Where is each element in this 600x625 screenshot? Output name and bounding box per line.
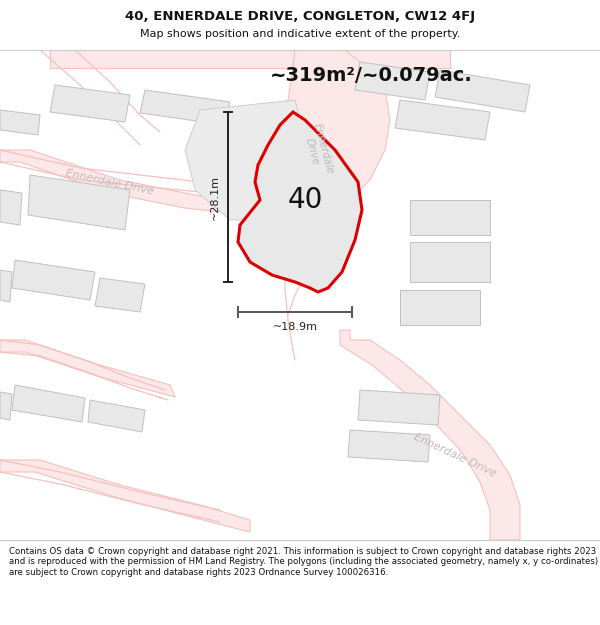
Text: ~319m²/~0.079ac.: ~319m²/~0.079ac. xyxy=(270,66,473,85)
Polygon shape xyxy=(355,62,430,100)
Polygon shape xyxy=(0,110,40,135)
Polygon shape xyxy=(88,400,145,432)
Polygon shape xyxy=(0,340,175,397)
Polygon shape xyxy=(12,385,85,422)
Polygon shape xyxy=(0,460,250,532)
Polygon shape xyxy=(50,50,450,68)
Text: Ennerdale
Drive: Ennerdale Drive xyxy=(301,122,335,178)
Polygon shape xyxy=(285,50,390,212)
Text: Contains OS data © Crown copyright and database right 2021. This information is : Contains OS data © Crown copyright and d… xyxy=(9,547,598,577)
Text: Ennerdale Drive: Ennerdale Drive xyxy=(65,168,155,196)
Polygon shape xyxy=(348,430,430,462)
Polygon shape xyxy=(140,90,230,125)
Polygon shape xyxy=(435,70,530,112)
Polygon shape xyxy=(358,390,440,425)
Polygon shape xyxy=(410,242,490,282)
Polygon shape xyxy=(0,190,22,225)
Text: Map shows position and indicative extent of the property.: Map shows position and indicative extent… xyxy=(140,29,460,39)
Polygon shape xyxy=(410,200,490,235)
Polygon shape xyxy=(0,150,225,212)
Polygon shape xyxy=(50,85,130,122)
Text: Ennerdale Drive: Ennerdale Drive xyxy=(412,431,498,479)
Polygon shape xyxy=(12,260,95,300)
Polygon shape xyxy=(95,278,145,312)
Polygon shape xyxy=(0,270,12,302)
Polygon shape xyxy=(395,100,490,140)
Text: ~28.1m: ~28.1m xyxy=(210,174,220,219)
Text: 40: 40 xyxy=(287,186,323,214)
Polygon shape xyxy=(340,330,520,540)
Polygon shape xyxy=(238,112,362,292)
Polygon shape xyxy=(28,175,130,230)
Polygon shape xyxy=(400,290,480,325)
Polygon shape xyxy=(185,100,310,220)
Polygon shape xyxy=(0,392,12,420)
Text: ~18.9m: ~18.9m xyxy=(272,322,317,332)
Text: 40, ENNERDALE DRIVE, CONGLETON, CW12 4FJ: 40, ENNERDALE DRIVE, CONGLETON, CW12 4FJ xyxy=(125,10,475,23)
